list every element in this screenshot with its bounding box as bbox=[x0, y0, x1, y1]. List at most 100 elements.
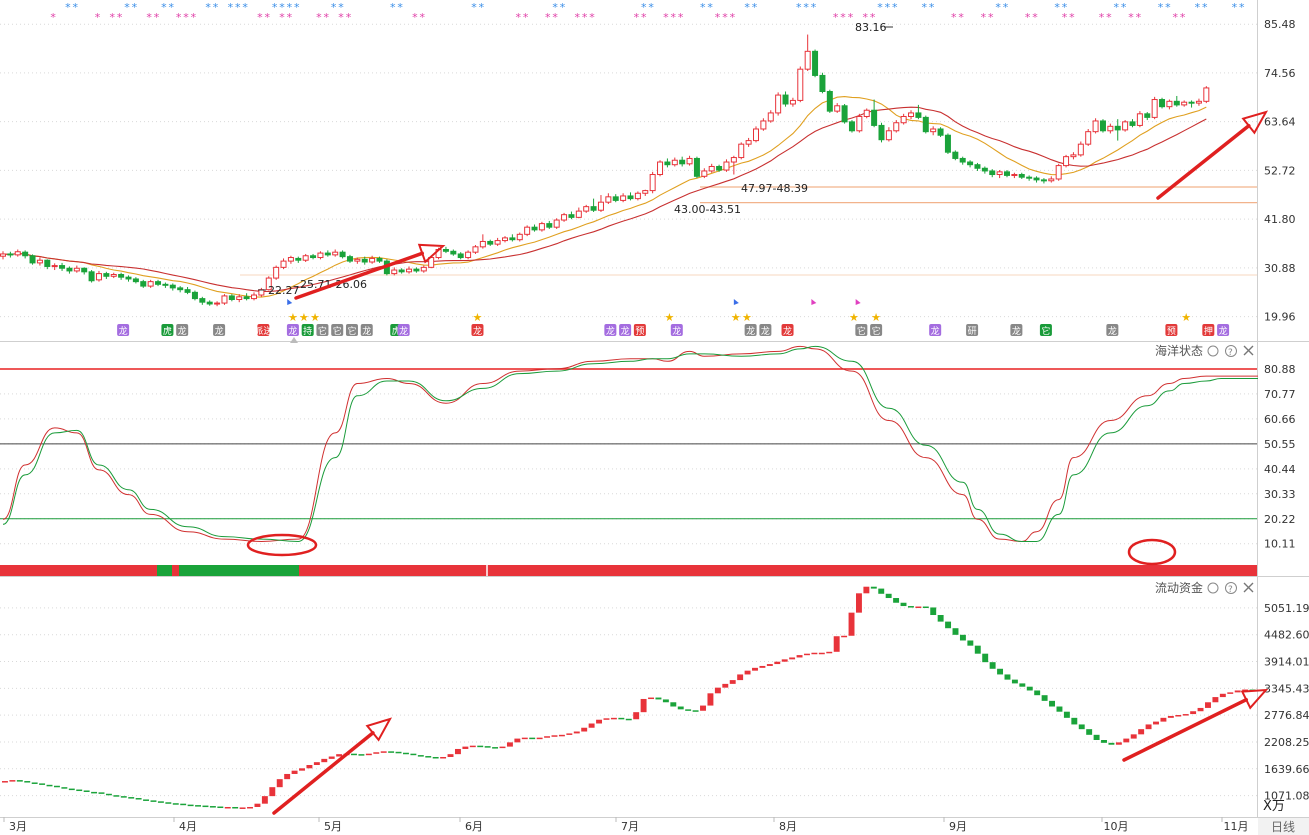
flow-bar bbox=[937, 615, 944, 622]
month-label: 10月 bbox=[1104, 820, 1129, 833]
candle bbox=[590, 198, 597, 213]
candle-body bbox=[1040, 179, 1047, 182]
flow-bar bbox=[157, 801, 164, 803]
candle bbox=[701, 168, 708, 179]
magenta-signal-mark: * bbox=[257, 11, 263, 24]
blue-signal-mark: * bbox=[752, 1, 758, 14]
close-icon[interactable] bbox=[1243, 582, 1254, 593]
candle bbox=[273, 265, 280, 280]
candle-body bbox=[7, 253, 14, 256]
candle-body bbox=[420, 266, 427, 272]
event-icon-bg bbox=[1202, 324, 1215, 336]
candle-body bbox=[1004, 171, 1010, 176]
event-icon-label: 龙 bbox=[288, 325, 297, 337]
price-y-tick: 52.72 bbox=[1264, 164, 1296, 177]
event-icon: 龙 bbox=[117, 324, 130, 337]
arrow-shaft bbox=[294, 251, 425, 300]
candle bbox=[66, 266, 73, 274]
candle-body bbox=[302, 255, 309, 261]
magenta-signal-mark: * bbox=[840, 11, 846, 24]
candle-body bbox=[398, 269, 405, 273]
flag-icon bbox=[733, 299, 739, 305]
event-icon-label: 龙 bbox=[1012, 325, 1021, 337]
flow-bar bbox=[195, 805, 202, 807]
candle-body bbox=[214, 302, 221, 305]
flow-bar bbox=[313, 762, 320, 766]
candle bbox=[922, 115, 929, 134]
event-icon-label: 它 bbox=[333, 325, 342, 337]
triangle-marker-icon bbox=[290, 337, 298, 343]
candle-body bbox=[1077, 143, 1084, 156]
help-icon-glyph: ? bbox=[1228, 348, 1233, 358]
flow-bar bbox=[907, 606, 914, 608]
candle-body bbox=[59, 265, 66, 269]
magenta-signal-mark: * bbox=[50, 11, 56, 24]
close-icon[interactable] bbox=[1243, 345, 1254, 356]
candle bbox=[1188, 100, 1195, 108]
candle bbox=[398, 268, 405, 274]
candle bbox=[140, 279, 147, 288]
flow-bar bbox=[1153, 721, 1159, 725]
candle bbox=[568, 211, 575, 220]
flow-y-tick: 3914.01 bbox=[1264, 656, 1309, 669]
candle bbox=[1144, 112, 1151, 121]
flow-bar bbox=[172, 803, 179, 805]
magenta-signal-mark: * bbox=[641, 11, 647, 24]
flow-bar bbox=[336, 754, 343, 757]
candle-body bbox=[132, 278, 139, 283]
magenta-signal-mark: * bbox=[1173, 11, 1179, 24]
blue-signal-mark: * bbox=[707, 1, 713, 14]
month-label: 7月 bbox=[621, 820, 639, 833]
flow-bar bbox=[1160, 717, 1167, 722]
candle-body bbox=[915, 112, 922, 118]
candle-body bbox=[1181, 101, 1188, 106]
candle bbox=[686, 155, 693, 166]
flow-bar bbox=[120, 796, 127, 798]
event-icon: 预 bbox=[633, 324, 646, 337]
flow-y-tick: 4482.60 bbox=[1264, 629, 1309, 642]
event-icon-bg bbox=[176, 324, 189, 336]
blue-signal-mark: * bbox=[65, 1, 71, 14]
magenta-signal-mark: * bbox=[575, 11, 581, 24]
candle bbox=[575, 207, 582, 219]
event-icon-bg bbox=[360, 324, 373, 336]
event-icon-bg bbox=[604, 324, 617, 336]
period-button-bg[interactable] bbox=[1258, 818, 1309, 835]
candle bbox=[295, 256, 302, 263]
event-icon-label: 预 bbox=[1167, 326, 1176, 337]
candle bbox=[110, 272, 117, 279]
flow-bar bbox=[1115, 742, 1122, 745]
event-icon-bg bbox=[1039, 324, 1052, 336]
candle-body bbox=[760, 120, 767, 130]
flow-bar bbox=[1086, 729, 1093, 735]
flow-bar bbox=[737, 674, 744, 681]
candle bbox=[265, 276, 272, 291]
flow-bar bbox=[640, 698, 647, 713]
magenta-signal-mark: * bbox=[663, 11, 669, 24]
blue-signal-mark: * bbox=[995, 1, 1001, 14]
flow-bar bbox=[284, 773, 291, 780]
blue-signal-mark: * bbox=[892, 1, 898, 14]
candle bbox=[723, 159, 730, 172]
candle bbox=[302, 253, 309, 262]
event-icon: 龙 bbox=[1106, 324, 1119, 337]
magenta-signal-mark: * bbox=[870, 11, 876, 24]
magenta-signal-mark: * bbox=[412, 11, 418, 24]
osc-series-red bbox=[2, 345, 1258, 543]
flow-bar bbox=[1205, 702, 1211, 708]
month-label: 3月 bbox=[9, 820, 27, 833]
settings-icon[interactable] bbox=[1207, 345, 1219, 357]
help-icon[interactable] bbox=[1225, 582, 1237, 594]
price-arrow-1 bbox=[294, 243, 446, 300]
candle bbox=[1122, 120, 1129, 132]
help-icon[interactable] bbox=[1225, 345, 1237, 357]
flow-bar bbox=[521, 737, 528, 740]
flow-bar bbox=[484, 746, 491, 748]
period-label[interactable]: 日线 bbox=[1271, 820, 1295, 834]
event-icon-label: 龙 bbox=[119, 325, 128, 337]
flow-bar bbox=[1130, 734, 1137, 739]
flow-bar bbox=[1234, 690, 1241, 693]
settings-icon[interactable] bbox=[1207, 582, 1219, 594]
candle-body bbox=[1048, 178, 1055, 182]
flow-bar bbox=[930, 607, 937, 616]
